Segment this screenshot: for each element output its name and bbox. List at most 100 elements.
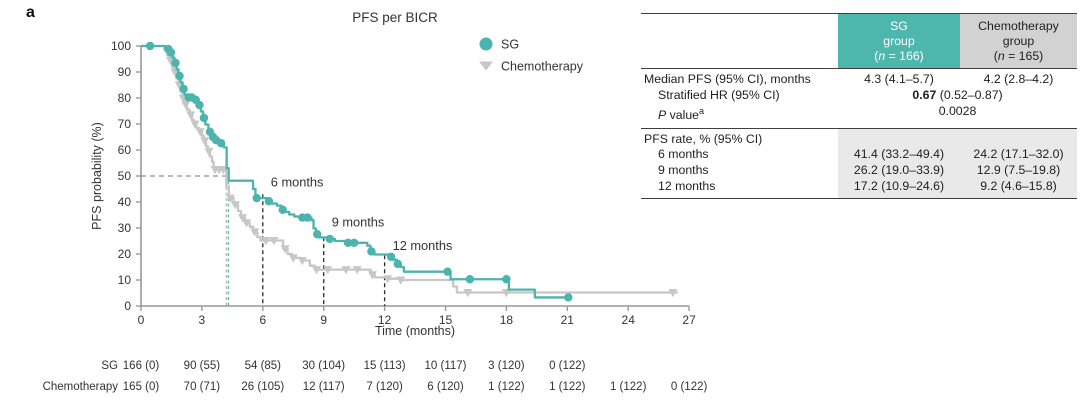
risk-count: 54 (85) [245,360,282,372]
censor-mark-triangle [190,120,200,129]
censor-mark-triangle [225,194,235,203]
censor-mark-triangle [242,219,252,228]
censor-mark-triangle [200,137,210,146]
survival-curves [141,41,678,302]
x-axis-label: Time (months) [375,324,455,338]
censor-mark-triangle [668,288,678,298]
summary-table: SG group (n = 166) Chemotherapy group (n… [641,13,1077,200]
risk-count: 1 (122) [610,381,647,393]
axes: 0 3 6 9 12 15 18 21 24 27 0 10 20 30 40 50 60 70 80 90 100 [111,39,696,327]
x-tick-label: 9 [320,313,327,327]
censor-mark-circle [171,58,180,68]
risk-row-label: Chemotherapy [43,381,119,393]
censor-mark-triangle [383,275,393,284]
y-tick-label: 70 [118,117,132,131]
y-tick-label: 80 [118,91,132,105]
timepoint-guide-label: 9 months [332,215,385,230]
censor-mark-circle [303,213,312,222]
risk-count: 90 (55) [184,360,221,372]
legend-sg-marker-icon [479,37,493,51]
y-tick-label: 30 [118,221,132,235]
timepoint-guide-label: 12 months [393,238,453,253]
censor-mark-circle [393,259,402,269]
y-tick-label: 10 [118,273,132,287]
curve-sg [141,44,570,299]
rate-6mo-row: 6 months 41.4 (33.2–49.4) 24.2 (17.1–32.… [658,147,1064,162]
censor-mark-circle [564,293,573,302]
censor-mark-circle [166,48,176,57]
risk-count: 10 (117) [425,360,467,372]
censor-mark-triangle [195,128,205,137]
p-value-row: P valuea 0.0028 [658,103,977,122]
km-plot: PFS per BICR SG Chemotherapy PFS probabi… [43,10,708,393]
x-tick-label: 15 [439,313,453,327]
censor-mark-triangle [323,266,333,275]
censor-mark-circle [386,252,396,262]
risk-count: 26 (105) [241,381,284,393]
censor-mark-triangle [204,147,214,157]
pfs-rate-section-row: PFS rate, % (95% CI) [644,131,763,146]
x-tick-label: 18 [500,313,514,327]
stratified-hr-row: Stratified HR (95% CI) 0.67 (0.52–0.87) [658,88,1003,103]
legend-sg-label: SG [501,38,519,52]
censor-mark-circle [199,113,209,123]
timepoint-guide-label: 6 months [271,174,324,189]
y-tick-label: 100 [111,39,131,53]
censor-mark-triangle [352,266,362,275]
risk-row-label: SG [101,360,118,372]
x-tick-label: 0 [138,313,145,327]
censor-mark-circle [195,100,204,110]
y-tick-label: 0 [124,299,131,313]
risk-count: 7 (120) [366,381,403,393]
x-tick-label: 6 [259,313,266,327]
y-tick-label: 50 [118,169,132,183]
censor-mark-circle [325,234,334,244]
risk-count: 30 (104) [302,360,345,372]
censor-mark-triangle [165,56,175,66]
censor-mark-circle [179,84,188,94]
summary-table-header: SG group (n = 166) Chemotherapy group (n… [641,14,1077,69]
summary-section-rates: PFS rate, % (95% CI) 6 months 41.4 (33.2… [641,127,1077,199]
legend: SG Chemotherapy [479,37,584,74]
censor-mark-triangle [280,245,290,254]
risk-count: 166 (0) [123,360,160,372]
x-tick-label: 21 [561,313,575,327]
legend-chemo-marker-icon [479,61,493,71]
chemo-group-header: Chemotherapy group (n = 165) [960,14,1077,69]
summary-section-stats: Median PFS (95% CI), months 4.3 (4.1–5.7… [641,68,1077,127]
censor-mark-circle [502,275,511,284]
y-tick-label: 90 [118,65,132,79]
x-tick-label: 12 [378,313,392,327]
risk-count: 165 (0) [123,381,160,393]
censor-mark-triangle [170,68,180,77]
median-pfs-row: Median PFS (95% CI), months 4.3 (4.1–5.7… [644,72,1054,87]
censor-mark-circle [349,238,359,248]
censor-mark-circle [465,275,475,284]
rate-12mo-row: 12 months 17.2 (10.9–24.6) 9.2 (4.6–15.8… [658,178,1057,193]
panel-label: a [26,4,35,21]
risk-count: 15 (113) [364,360,406,372]
censor-mark-circle [278,205,287,214]
risk-count: 70 (71) [184,381,221,393]
censor-mark-triangle [312,266,322,275]
censor-mark-triangle [250,228,260,237]
censor-mark-circle [443,267,452,276]
risk-count: 0 (122) [671,381,708,393]
censor-mark-triangle [174,81,184,90]
censor-mark-triangle [218,166,228,175]
censor-mark-triangle [367,271,377,280]
x-tick-label: 3 [199,313,206,327]
x-tick-label: 24 [622,313,636,327]
number-at-risk-table: SG 166 (0) 90 (55) 54 (85) 30 (104) 15 (113) 1… [43,360,708,393]
guide-lines: 6 months 9 months 12 months [141,174,452,306]
y-tick-label: 20 [118,247,132,261]
y-axis-label: PFS probability (%) [90,122,104,230]
censor-mark-triangle [341,266,351,275]
censor-mark-triangle [396,276,406,285]
censor-mark-circle [145,41,155,51]
sg-group-header: SG group (n = 166) [838,14,960,69]
rate-9mo-row: 9 months 26.2 (19.0–33.9) 12.9 (7.5–19.8… [658,162,1061,177]
legend-chemo-label: Chemotherapy [501,60,584,74]
censor-mark-circle [175,71,184,81]
censor-mark-circle [252,193,261,203]
